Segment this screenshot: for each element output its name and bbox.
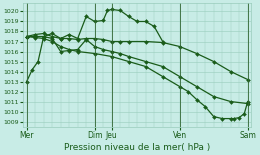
X-axis label: Pression niveau de la mer( hPa ): Pression niveau de la mer( hPa ) xyxy=(64,143,210,152)
